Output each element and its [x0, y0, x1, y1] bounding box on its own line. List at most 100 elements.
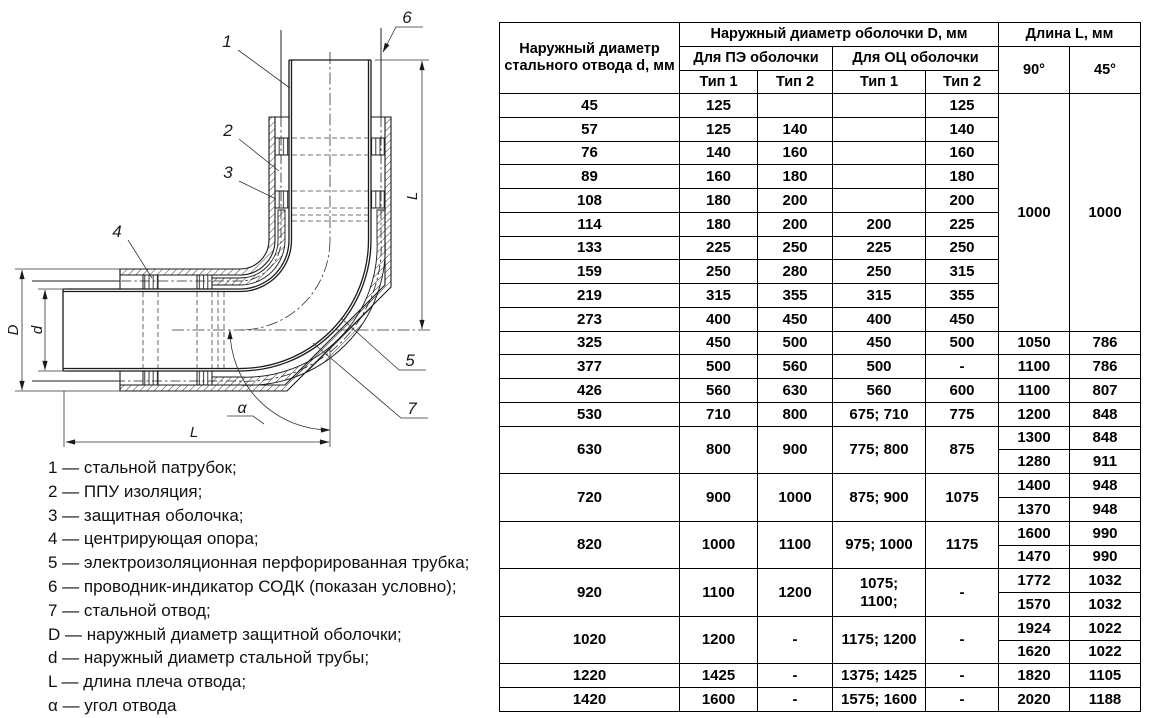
legend-item: 4 — центрирующая опора;: [48, 529, 259, 549]
table-cell: 1575; 1600: [832, 687, 926, 712]
table-cell: -: [757, 615, 833, 665]
table-cell: 450: [679, 330, 758, 356]
table-cell: 560: [832, 378, 926, 403]
table-cell: 133: [499, 235, 680, 261]
legend-item: 1 — стальной патрубок;: [48, 458, 237, 477]
table-cell: [832, 140, 926, 166]
table-cell: 225: [679, 235, 758, 261]
table-row: 720 900 1000 875; 900 1075 1400 948: [499, 473, 1141, 522]
table-cell: 450: [925, 306, 999, 332]
table-cell: 1032: [1069, 592, 1141, 617]
table-row: 920 1100 1200 1075; 1100; - 1772 1032: [499, 568, 1141, 617]
table-cell: 1370: [998, 497, 1070, 522]
table-cell: 200: [832, 211, 926, 237]
table-cell: 948: [1069, 473, 1141, 499]
legend-item: 3 — защитная оболочка;: [48, 505, 244, 525]
table-cell: 250: [832, 259, 926, 285]
table-cell: [832, 188, 926, 213]
table-cell: 1300: [998, 425, 1070, 451]
header-steel-diameter: Наружный диаметр стального отвода d, мм: [499, 22, 680, 94]
table-header-row: Наружный диаметр стального отвода d, мм …: [499, 22, 1141, 94]
table-cell: 675; 710: [832, 401, 926, 427]
table-cell: 180: [757, 164, 833, 190]
table-cell: 1620: [998, 639, 1070, 665]
table-cell: 948: [1069, 497, 1141, 522]
table-cell: 125: [925, 93, 999, 118]
table-row: 108 180 200 200: [499, 188, 1141, 213]
table-cell: 630: [499, 425, 680, 475]
table-cell: 1570: [998, 592, 1070, 617]
table-cell: 450: [757, 306, 833, 332]
table-cell: 786: [1069, 330, 1141, 356]
table-cell: 108: [499, 188, 680, 213]
elbow-technical-drawing: 1 2 3 4 5 6 7 D d L L α: [5, 8, 432, 447]
outer-casing: [119, 116, 392, 392]
table-cell: 900: [757, 425, 833, 475]
header-type1: Тип 1: [832, 70, 926, 94]
table-cell: 848: [1069, 401, 1141, 427]
header-casing-diameter-group: Наружный диаметр оболочки D, мм: [679, 22, 999, 47]
dim-d-label: d: [29, 325, 46, 334]
table-cell: 160: [925, 140, 999, 166]
dimension-lines: [15, 59, 429, 447]
table-cell: 280: [757, 259, 833, 285]
table-cell: 775: [925, 401, 999, 427]
table-cell: 1100: [757, 520, 833, 570]
table-cell: 1000: [757, 473, 833, 522]
table-cell: [757, 93, 833, 118]
table-cell: 1220: [499, 663, 680, 689]
table-cell: 355: [925, 283, 999, 308]
table-cell: 820: [499, 520, 680, 570]
header-type2: Тип 2: [757, 70, 833, 94]
table-cell: 1375; 1425: [832, 663, 926, 689]
table-cell: 1100: [998, 378, 1070, 403]
table-row: 133 225 250 225 250: [499, 235, 1141, 261]
table-cell: 911: [1069, 449, 1141, 475]
table-cell: 500: [832, 354, 926, 380]
table-cell: 125: [679, 93, 758, 118]
legend-item: 5 — электроизоляционная перфорированная …: [48, 553, 470, 573]
table-cell: 400: [679, 306, 758, 332]
header-45deg: 45°: [1069, 46, 1141, 94]
table-cell: [832, 116, 926, 142]
table-cell: 180: [679, 188, 758, 213]
table-cell: 1032: [1069, 568, 1141, 594]
table-cell: 200: [757, 188, 833, 213]
table-header-row: Тип 1 Тип 2 Тип 1 Тип 2: [500, 70, 1141, 94]
table-cell: 1075; 1100;: [832, 568, 926, 617]
table-cell: 250: [757, 235, 833, 261]
callout-5-label: 5: [405, 351, 415, 370]
callout-1-label: 1: [222, 32, 231, 51]
dim-alpha-label: α: [237, 400, 247, 417]
table-cell: -: [757, 663, 833, 689]
table-cell: 377: [499, 354, 680, 380]
header-type2: Тип 2: [925, 70, 999, 94]
table-cell: 530: [499, 401, 680, 427]
table-cell: 1200: [757, 568, 833, 617]
legend-item: D — наружный диаметр защитной оболочки;: [48, 624, 402, 644]
table-cell: 1020: [499, 615, 680, 665]
insulating-tube: [211, 209, 386, 386]
table-cell: 219: [499, 283, 680, 308]
legend-item: α — угол отвода: [48, 695, 177, 715]
legend-item: 6 — проводник-индикатор СОДК (показан ус…: [48, 576, 457, 596]
table-row: 159 250 280 250 315: [499, 259, 1141, 285]
legend-item: 2 — ППУ изоляция;: [48, 481, 203, 501]
table-row: 76 140 160 160: [499, 140, 1141, 166]
table-cell: 1105: [1069, 663, 1141, 689]
conductor-indicator-lines: [32, 28, 382, 382]
table-cell: 848: [1069, 425, 1141, 451]
table-cell: 160: [679, 164, 758, 190]
table-cell: 89: [499, 164, 680, 190]
hidden-lines: [142, 137, 368, 368]
table-cell: 315: [925, 259, 999, 285]
table-row: 1470 990: [500, 544, 1141, 570]
header-length-group: Длина L, мм: [998, 22, 1141, 47]
table-cell: 1100: [679, 568, 758, 617]
table-cell: 159: [499, 259, 680, 285]
table-cell: 1100: [998, 354, 1070, 380]
steel-pipe: [62, 59, 372, 372]
table-cell: -: [925, 615, 999, 665]
table-row: 630 800 900 775; 800 875 1300 848: [499, 425, 1141, 475]
table-cell: 720: [499, 473, 680, 522]
